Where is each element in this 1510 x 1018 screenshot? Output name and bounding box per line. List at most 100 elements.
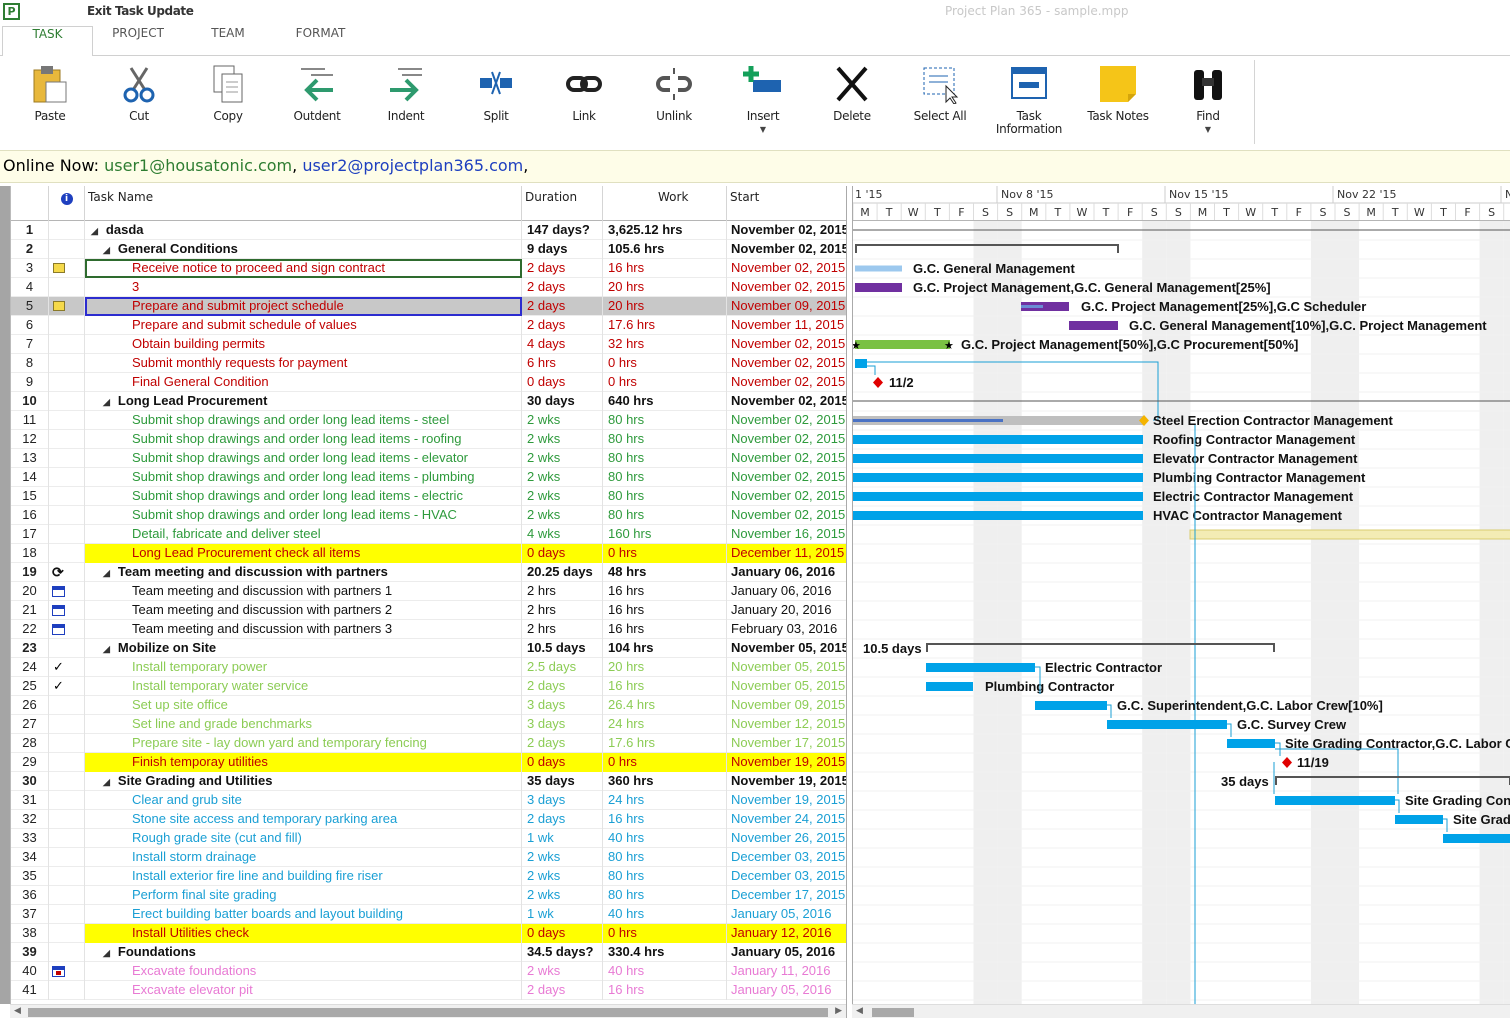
gantt-scroll-thumb[interactable] [872,1008,914,1017]
work-cell[interactable]: 24 hrs [603,791,727,810]
work-cell[interactable]: 40 hrs [603,905,727,924]
start-cell[interactable]: November 02, 2015 [731,393,846,408]
work-cell[interactable]: 0 hrs [603,753,727,772]
note-indicator-icon[interactable] [53,301,65,311]
work-cell[interactable]: 0 hrs [603,373,727,392]
task-notes-button[interactable]: Task Notes [1076,62,1160,148]
work-cell[interactable]: 640 hrs [603,392,727,411]
outdent-button[interactable]: Outdent [275,62,359,148]
work-cell[interactable]: 17.6 hrs [603,316,727,335]
work-cell[interactable]: 160 hrs [603,525,727,544]
work-cell[interactable]: 16 hrs [603,981,727,1000]
task-row[interactable]: 17 Detail, fabricate and deliver steel 4 w… [11,525,846,544]
task-name-cell[interactable]: Team meeting and discussion with partner… [85,582,522,601]
row-id[interactable]: 25 [11,677,49,696]
row-id[interactable]: 30 [11,772,49,791]
start-cell[interactable]: November 02, 2015 [731,241,846,256]
duration-cell[interactable]: 147 days? [522,221,603,240]
task-bar[interactable] [1021,302,1069,311]
work-cell[interactable]: 80 hrs [603,449,727,468]
tab-project[interactable]: PROJECT [112,26,164,40]
duration-cell[interactable]: 4 days [522,335,603,354]
work-cell[interactable]: 16 hrs [603,601,727,620]
start-cell[interactable]: January 05, 2016 [731,944,836,959]
work-cell[interactable]: 0 hrs [603,354,727,373]
work-cell[interactable]: 16 hrs [603,677,727,696]
task-name-cell[interactable]: Team meeting and discussion with partner… [85,620,522,639]
task-row[interactable]: 29 Finish temporay utilities 0 days 0 hrs No… [11,753,846,772]
start-cell[interactable]: November 19, 2015 [731,792,846,807]
task-bar[interactable] [926,682,973,691]
duration-cell[interactable]: 10.5 days [522,639,603,658]
task-name-cell[interactable]: 3 [85,278,522,297]
task-row[interactable]: 7 Obtain building permits 4 days 32 hrs Nove… [11,335,846,354]
task-name-cell[interactable]: Install exterior fire line and building … [85,867,522,886]
duration-cell[interactable]: 2 wks [522,506,603,525]
start-cell[interactable]: January 12, 2016 [727,924,846,943]
find-button[interactable]: Find ▼ [1166,62,1250,148]
task-name-cell[interactable]: Submit shop drawings and order long lead… [85,487,522,506]
start-cell[interactable]: November 26, 2015 [731,830,846,845]
duration-cell[interactable]: 2 hrs [522,582,603,601]
row-id[interactable]: 6 [11,316,49,335]
work-cell[interactable]: 360 hrs [603,772,727,791]
task-row[interactable]: 31 Clear and grub site 3 days 24 hrs Novembe… [11,791,846,810]
duration-cell[interactable]: 20.25 days [522,563,603,582]
task-name-cell[interactable]: ◢ Foundations [85,943,522,962]
duration-cell[interactable]: 2 hrs [522,601,603,620]
row-id[interactable]: 22 [11,620,49,639]
collapse-toggle-icon[interactable]: ◢ [91,226,98,236]
task-name-cell[interactable]: Rough grade site (cut and fill) [85,829,522,848]
row-id[interactable]: 36 [11,886,49,905]
task-name-cell[interactable]: Install temporary power [85,658,522,677]
row-id[interactable]: 40 [11,962,49,981]
calendar-indicator-icon[interactable] [52,605,65,616]
task-name-cell[interactable]: ◢ Site Grading and Utilities [85,772,522,791]
task-name-cell[interactable]: Install Utilities check [85,924,522,943]
start-cell[interactable]: November 19, 2015 [727,753,846,772]
task-bar[interactable] [1275,796,1395,805]
start-cell[interactable]: November 11, 2015 [731,317,845,332]
task-bar[interactable] [1395,815,1443,824]
row-id[interactable]: 11 [11,411,49,430]
start-cell[interactable]: November 17, 2015 [731,735,846,750]
task-information-button[interactable]: Task Information [987,62,1071,148]
header-id[interactable] [11,186,49,221]
duration-cell[interactable]: 0 days [522,544,603,563]
duration-cell[interactable]: 0 days [522,373,603,392]
task-row[interactable]: 20 Team meeting and discussion with partn… [11,582,846,601]
collapse-toggle-icon[interactable]: ◢ [103,568,110,578]
duration-cell[interactable]: 2 days [522,278,603,297]
duration-cell[interactable]: 2 wks [522,867,603,886]
row-id[interactable]: 5 [11,297,49,316]
task-row[interactable]: 33 Rough grade site (cut and fill) 1 wk 40 … [11,829,846,848]
duration-cell[interactable]: 2 wks [522,962,603,981]
task-name-cell[interactable]: Obtain building permits [85,335,522,354]
start-cell[interactable]: November 02, 2015 [731,469,846,484]
row-id[interactable]: 15 [11,487,49,506]
gantt-scroll-left-icon[interactable]: ◀ [856,1006,863,1016]
work-cell[interactable]: 16 hrs [603,620,727,639]
duration-cell[interactable]: 2 days [522,297,603,316]
start-cell[interactable]: November 02, 2015 [731,412,846,427]
task-name-cell[interactable]: Erect building batter boards and layout … [85,905,522,924]
row-id[interactable]: 34 [11,848,49,867]
work-cell[interactable]: 104 hrs [603,639,727,658]
task-bar[interactable] [855,265,902,272]
duration-cell[interactable]: 0 days [522,924,603,943]
scroll-right-icon[interactable]: ▶ [835,1006,842,1016]
collapse-toggle-icon[interactable]: ◢ [103,644,110,654]
collapse-toggle-icon[interactable]: ◢ [103,948,110,958]
work-cell[interactable]: 80 hrs [603,468,727,487]
duration-cell[interactable]: 2 wks [522,848,603,867]
work-cell[interactable]: 0 hrs [603,924,727,943]
task-bar[interactable] [1443,834,1510,843]
task-row[interactable]: 9 Final General Condition 0 days 0 hrs Novem… [11,373,846,392]
row-id[interactable]: 31 [11,791,49,810]
row-id[interactable]: 28 [11,734,49,753]
task-row[interactable]: 21 Team meeting and discussion with partn… [11,601,846,620]
milestone-diamond[interactable] [873,377,883,388]
duration-cell[interactable]: 2 wks [522,487,603,506]
row-id[interactable]: 10 [11,392,49,411]
task-row[interactable]: 11 Submit shop drawings and order long le… [11,411,846,430]
